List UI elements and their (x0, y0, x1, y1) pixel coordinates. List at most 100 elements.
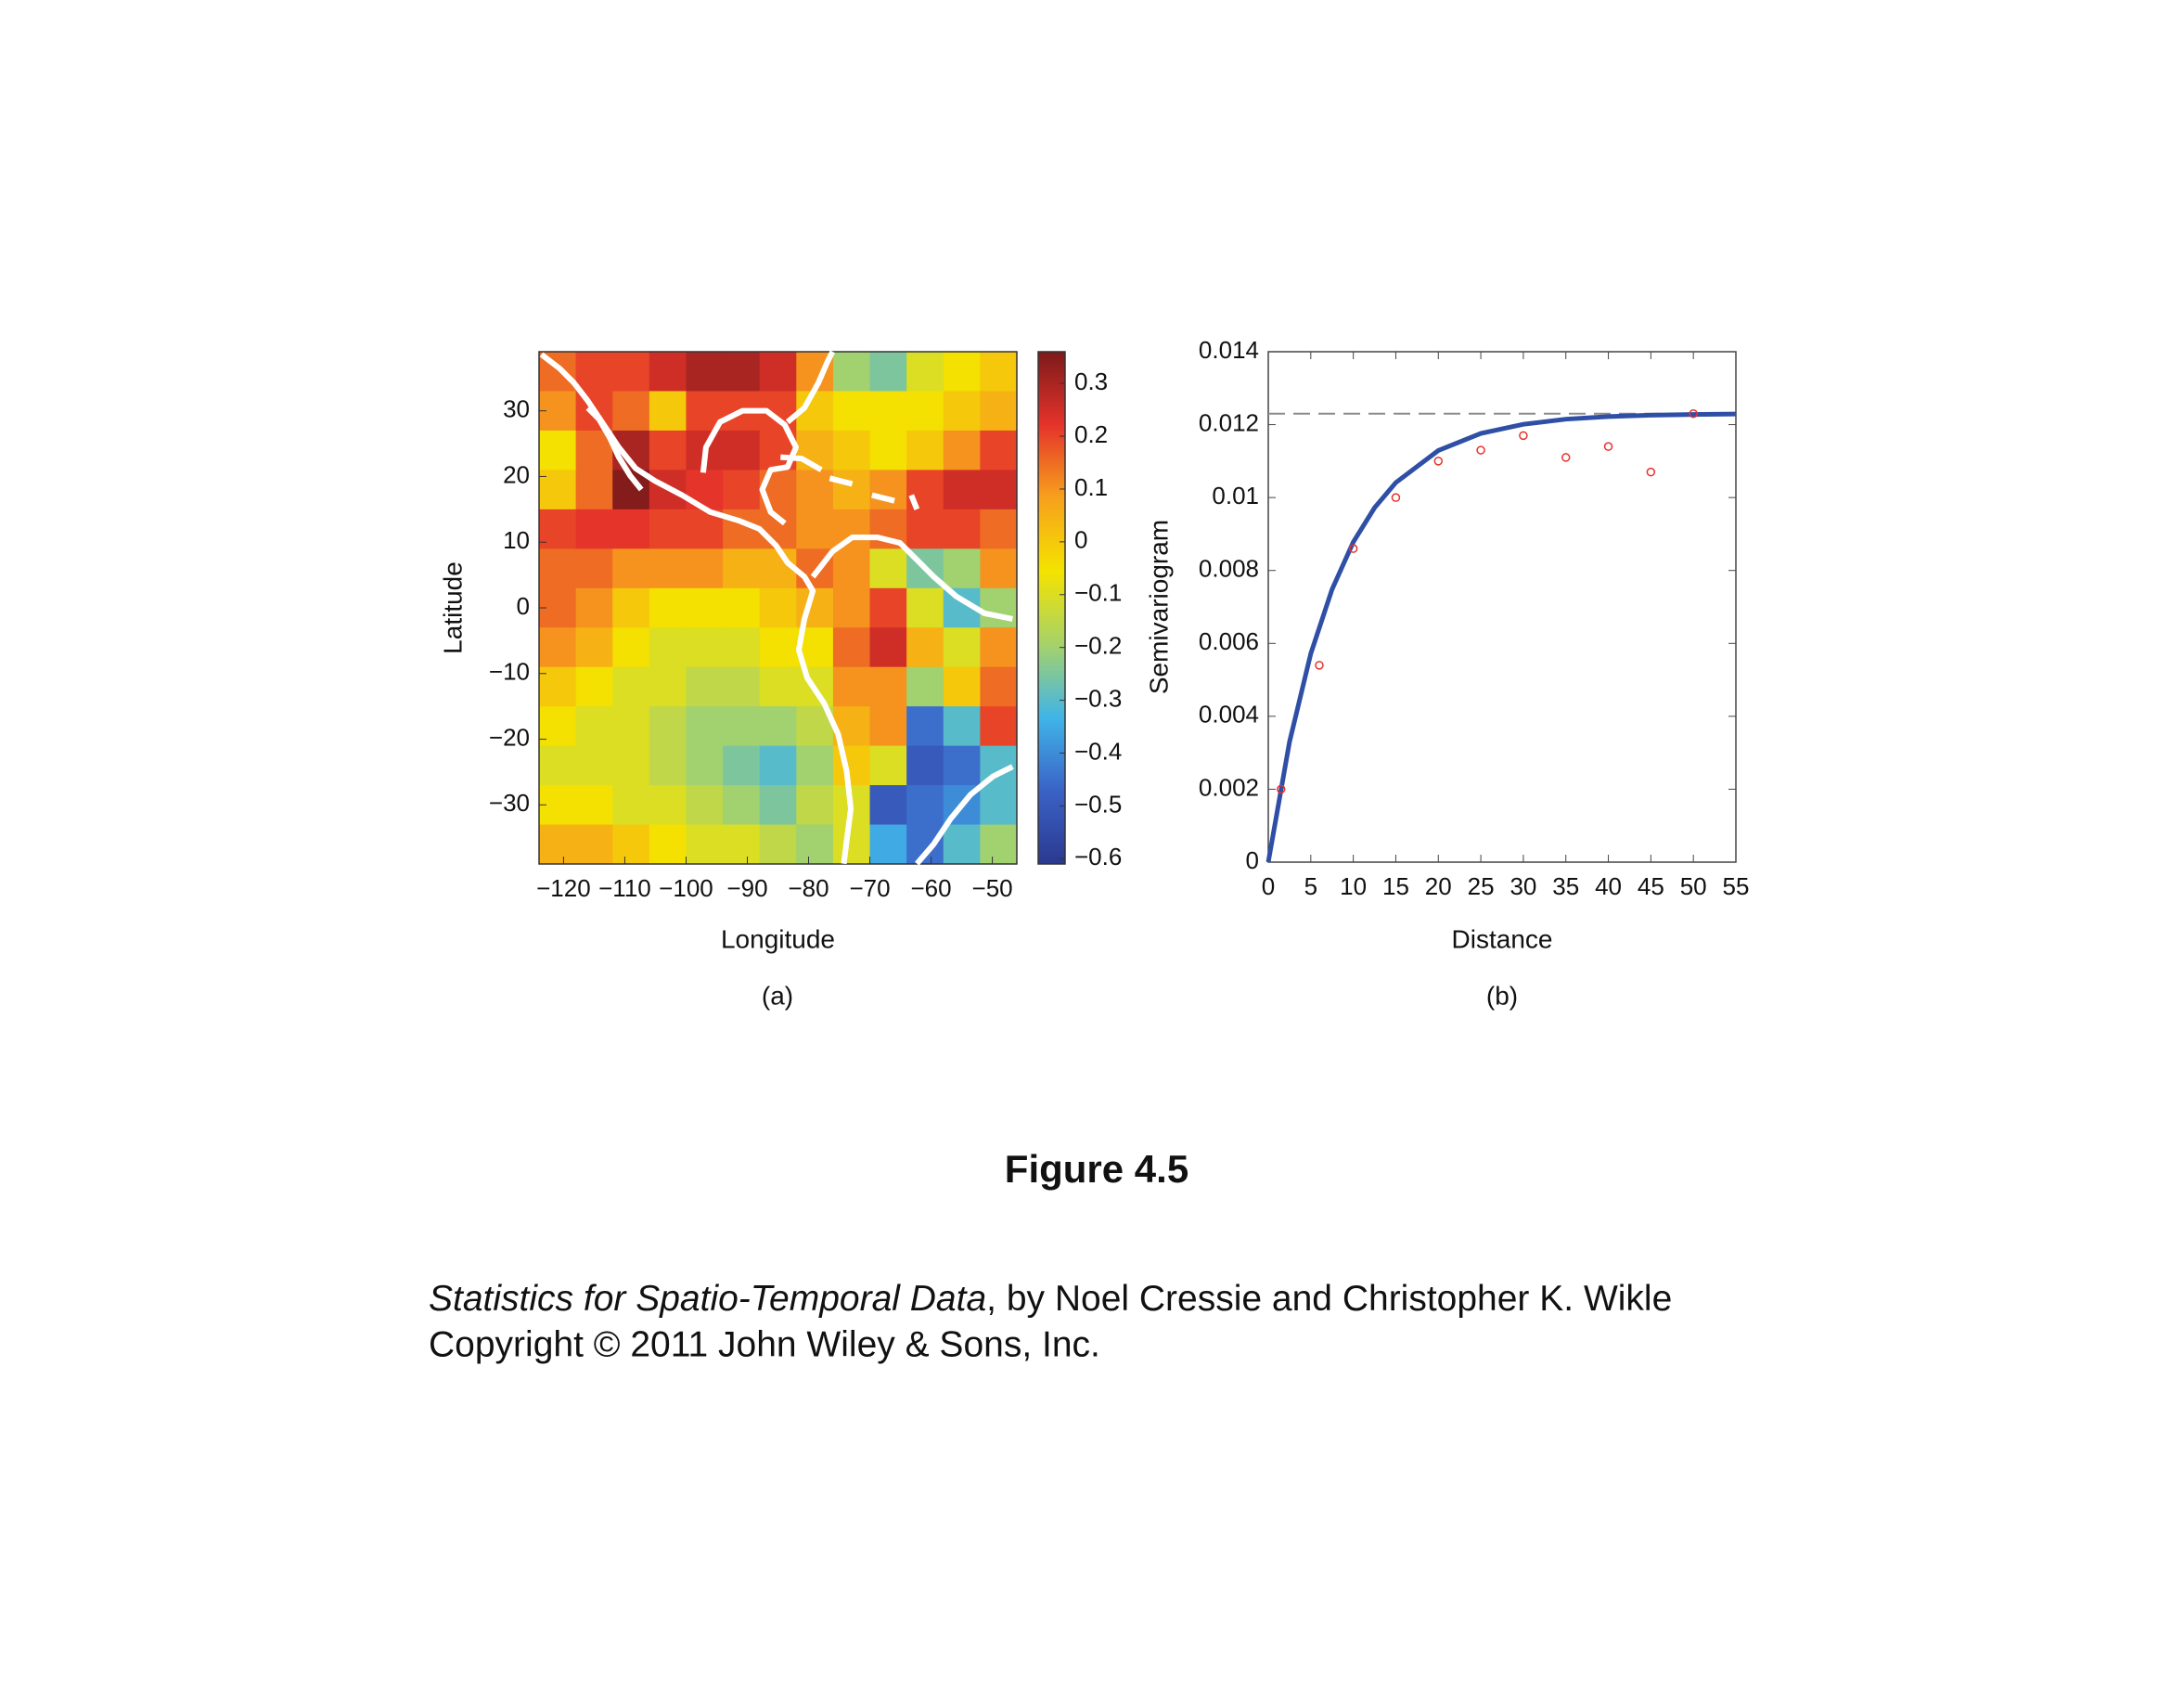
heat-cell (832, 391, 871, 432)
plot-frame (1267, 351, 1737, 863)
colorbar-tick-label: −0.2 (1074, 632, 1122, 660)
empirical-point (1561, 453, 1571, 462)
heat-cell (832, 824, 871, 865)
heat-cell (649, 785, 687, 826)
heat-cell (832, 352, 871, 392)
x-tick-label: −60 (911, 874, 952, 902)
heat-cell (686, 666, 724, 707)
heat-cell (943, 824, 981, 865)
heat-cell (575, 627, 613, 668)
heat-cell (649, 824, 687, 865)
y-tick-label: 0 (517, 592, 530, 620)
coastlines (539, 350, 1014, 866)
empirical-point (1603, 442, 1613, 451)
heat-cell (832, 548, 871, 589)
x-axis-label: Longitude (721, 924, 835, 953)
heat-cell (943, 666, 981, 707)
heat-cell (539, 706, 577, 747)
heat-cell (796, 785, 834, 826)
coastline (585, 406, 644, 492)
heat-cell (575, 509, 613, 549)
heat-cell (832, 666, 871, 707)
colorbar-tick-label: −0.1 (1074, 579, 1122, 607)
empirical-point (1646, 467, 1656, 477)
heat-cell (575, 352, 613, 392)
heat-cell (869, 391, 907, 432)
y-tick-label: −20 (489, 723, 530, 751)
coastline (810, 535, 1013, 622)
x-tick-label: 55 (1723, 872, 1750, 900)
heat-cell (539, 509, 577, 549)
heat-cell (575, 587, 613, 628)
fitted-curve (1265, 411, 1737, 863)
heat-cell (943, 745, 981, 786)
heat-cell (649, 666, 687, 707)
heat-cell (869, 352, 907, 392)
heat-cell (796, 470, 834, 510)
heat-cell (723, 824, 761, 865)
heat-cell (906, 352, 944, 392)
book-title: Statistics for Spatio-Temporal Data (429, 1279, 986, 1319)
heat-cell (759, 666, 797, 707)
x-tick-label: 40 (1595, 872, 1622, 900)
heat-cell (906, 509, 944, 549)
heat-cell (575, 548, 613, 589)
heat-cell (612, 352, 650, 392)
panel-label: (b) (1486, 981, 1518, 1010)
heat-cell (980, 470, 1018, 510)
heat-cell (759, 587, 797, 628)
x-tick-label: 0 (1262, 872, 1275, 900)
heat-cell (759, 352, 797, 392)
heat-cell (943, 430, 981, 471)
heat-cell (723, 627, 761, 668)
y-tick-label: 10 (503, 526, 530, 554)
heat-cell (906, 587, 944, 628)
y-tick-label: 0.006 (1199, 627, 1259, 655)
colorbar-tick-label: −0.5 (1074, 790, 1122, 818)
colorbar-tick-label: 0 (1074, 526, 1087, 554)
empirical-point (1348, 544, 1358, 553)
heat-cell (686, 785, 724, 826)
x-tick-label: 50 (1680, 872, 1707, 900)
heat-cell (832, 627, 871, 668)
heat-cell (906, 391, 944, 432)
heat-cell (649, 587, 687, 628)
heat-cell (980, 706, 1018, 747)
heat-cell (832, 470, 871, 510)
heat-cell (906, 824, 944, 865)
heat-cell (612, 785, 650, 826)
heat-cell (832, 430, 871, 471)
heat-cell (980, 430, 1018, 471)
heat-cell (980, 509, 1018, 549)
x-tick-label: 15 (1382, 872, 1409, 900)
heat-cell (943, 470, 981, 510)
empirical-point (1315, 661, 1324, 670)
x-tick-label: −100 (659, 874, 713, 902)
copyright: Copyright © 2011 John Wiley & Sons, Inc. (429, 1324, 1100, 1364)
heat-cell (980, 352, 1018, 392)
heat-cell (686, 627, 724, 668)
colorbar-tick-label: −0.3 (1074, 684, 1122, 712)
heat-cell (759, 785, 797, 826)
heat-cell (906, 745, 944, 786)
heat-cell (649, 706, 687, 747)
heat-cell (869, 587, 907, 628)
heat-cell (869, 785, 907, 826)
y-tick-label: 0.01 (1212, 482, 1259, 509)
x-tick-label: −110 (598, 874, 651, 902)
heat-cell (759, 706, 797, 747)
heat-cell (539, 824, 577, 865)
heat-cell (759, 627, 797, 668)
empirical-point (1433, 457, 1444, 466)
empirical-point (1519, 431, 1528, 441)
heat-cell (612, 587, 650, 628)
heat-cell (906, 785, 944, 826)
heat-cell (723, 430, 761, 471)
x-tick-label: 45 (1638, 872, 1664, 900)
coastline (785, 350, 836, 425)
x-axis-label: Distance (1452, 924, 1553, 953)
citation: Statistics for Spatio-Temporal Data, by … (429, 1279, 1672, 1319)
heat-cell (869, 824, 907, 865)
heat-cell (539, 470, 577, 510)
